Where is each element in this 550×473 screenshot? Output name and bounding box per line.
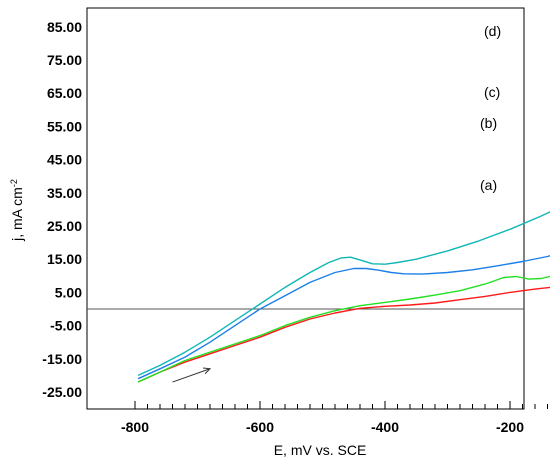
series-line-a [137, 286, 550, 383]
y-tick-label: 45.00 [47, 152, 82, 168]
y-axis-title-sup: -2 [9, 179, 19, 187]
y-tick-label: 55.00 [47, 118, 82, 134]
y-tick-label: 75.00 [47, 52, 82, 68]
x-axis-title: E, mV vs. SCE [274, 442, 367, 458]
x-tick-label: -600 [246, 419, 274, 435]
y-tick-label: 15.00 [47, 251, 82, 267]
y-tick-label: 25.00 [47, 218, 82, 234]
series-layer [137, 211, 550, 383]
y-tick-label: 65.00 [47, 85, 82, 101]
series-line-d [137, 211, 550, 377]
y-axis-title: j, mA cm-2 [9, 179, 25, 242]
y-tick-label: 85.00 [47, 19, 82, 35]
y-tick-label: 5.00 [55, 284, 82, 300]
y-tick-label: 35.00 [47, 185, 82, 201]
curve-label-b: (b) [480, 115, 497, 131]
arrow-shaft [172, 368, 211, 383]
y-tick-label: -25.00 [42, 384, 82, 400]
reference-lines [87, 308, 524, 310]
arrow-head [202, 367, 212, 375]
x-tick-label: -400 [371, 419, 399, 435]
series-labels: (a) (b) (c) (d) [480, 23, 501, 193]
curve-label-d: (d) [484, 23, 501, 39]
x-tick-label: -800 [121, 419, 149, 435]
direction-arrow [172, 367, 212, 383]
y-axis: 85.00 75.00 65.00 55.00 45.00 35.00 25.00 15.00… [42, 19, 82, 400]
plot-frame [86, 7, 525, 410]
curve-label-a: (a) [480, 177, 497, 193]
series-line-b [137, 275, 550, 383]
y-tick-label: -5.00 [50, 318, 82, 334]
series-line-c [137, 255, 550, 380]
y-tick-label: -15.00 [42, 351, 82, 367]
curve-label-c: (c) [484, 84, 500, 100]
y-axis-title-main: j, mA cm [9, 187, 25, 242]
x-axis: -800-600-400-2000200400 [121, 401, 548, 435]
x-tick-label: -200 [496, 419, 524, 435]
